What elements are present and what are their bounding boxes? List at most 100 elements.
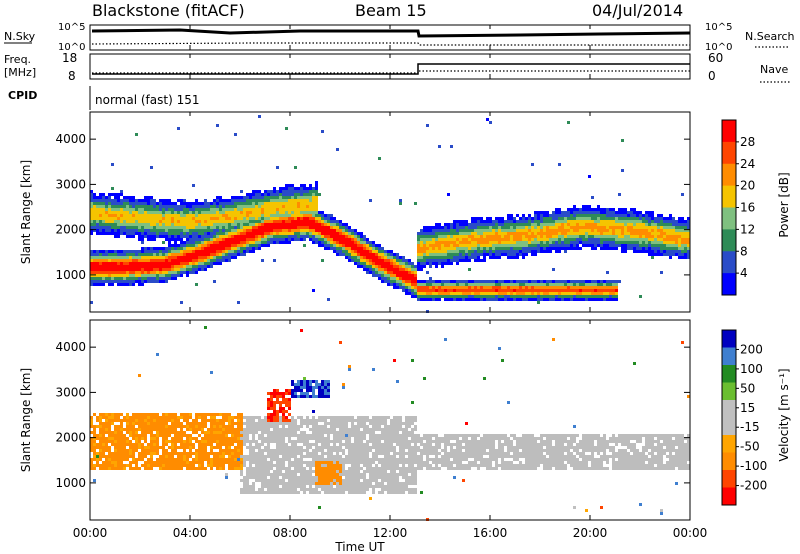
power-cell — [411, 280, 414, 283]
power-cell — [132, 274, 135, 277]
power-cell — [117, 226, 120, 229]
power-cell — [564, 283, 567, 286]
power-cell — [522, 226, 525, 229]
velocity-cell — [240, 440, 243, 443]
velocity-cell — [270, 407, 273, 410]
velocity-cell — [228, 437, 231, 440]
power-cell — [576, 286, 579, 289]
power-cell — [519, 292, 522, 295]
power-cell — [303, 202, 306, 205]
power-cell — [597, 289, 600, 292]
power-cell — [135, 271, 138, 274]
power-cell — [495, 229, 498, 232]
velocity-cell — [120, 425, 123, 428]
power-cell — [612, 235, 615, 238]
power-cell — [552, 229, 555, 232]
power-cell — [549, 241, 552, 244]
power-cell — [213, 202, 216, 205]
velocity-cell — [207, 434, 210, 437]
velocity-cell — [105, 455, 108, 458]
power-cell — [237, 244, 240, 247]
power-cell — [597, 283, 600, 286]
velocity-cell — [159, 464, 162, 467]
power-cell — [213, 208, 216, 211]
power-cell — [600, 295, 603, 298]
power-cell — [321, 217, 324, 220]
power-cell — [126, 202, 129, 205]
power-cell — [609, 289, 612, 292]
power-cell — [609, 235, 612, 238]
power-cell — [423, 283, 426, 286]
power-cell — [243, 220, 246, 223]
power-cell — [519, 247, 522, 250]
power-cell — [627, 220, 630, 223]
power-cell — [459, 241, 462, 244]
power-cell — [366, 265, 369, 268]
power-cell — [93, 217, 96, 220]
power-cell — [192, 232, 195, 235]
power-cell — [618, 235, 621, 238]
power-cell — [591, 289, 594, 292]
power-cell — [294, 211, 297, 214]
power-cell — [414, 280, 417, 283]
power-cell — [609, 295, 612, 298]
power-cell — [471, 250, 474, 253]
power-cell — [552, 247, 555, 250]
velocity-cell — [105, 440, 108, 443]
power-cell — [183, 271, 186, 274]
power-cell — [150, 238, 153, 241]
power-cell — [615, 211, 618, 214]
velocity-cell — [255, 416, 258, 419]
power-cell — [432, 280, 435, 283]
power-cell — [246, 250, 249, 253]
power-cell — [330, 220, 333, 223]
power-cell — [552, 241, 555, 244]
power-cell — [93, 202, 96, 205]
power-cell — [192, 241, 195, 244]
power-cell — [381, 268, 384, 271]
power-cell — [465, 244, 468, 247]
power-cell — [126, 283, 129, 286]
power-cell — [426, 253, 429, 256]
power-cell — [114, 196, 117, 199]
velocity-cell — [114, 437, 117, 440]
velocity-cell — [165, 440, 168, 443]
velocity-cell — [249, 422, 252, 425]
power-cell — [645, 223, 648, 226]
power-cell — [438, 262, 441, 265]
power-cell — [426, 271, 429, 274]
power-cell — [288, 220, 291, 223]
power-cell — [372, 241, 375, 244]
power-cell — [561, 223, 564, 226]
power-cell — [429, 259, 432, 262]
power-cell — [159, 268, 162, 271]
velocity-cell — [225, 413, 228, 416]
power-cell — [417, 262, 420, 265]
power-cell — [111, 187, 114, 190]
power-cell — [213, 244, 216, 247]
power-cell — [279, 190, 282, 193]
power-cell — [468, 244, 471, 247]
power-cell — [237, 214, 240, 217]
power-cell — [420, 298, 423, 301]
power-cell — [414, 295, 417, 298]
velocity-cell — [222, 455, 225, 458]
velocity-cell — [186, 437, 189, 440]
power-cell — [384, 250, 387, 253]
power-cell — [549, 292, 552, 295]
power-cell — [408, 274, 411, 277]
power-cell — [108, 205, 111, 208]
power-cell — [648, 220, 651, 223]
power-cell — [621, 211, 624, 214]
velocity-cell — [93, 428, 96, 431]
power-cell — [348, 256, 351, 259]
power-cell — [270, 226, 273, 229]
velocity-cell — [240, 473, 243, 476]
velocity-cell — [162, 446, 165, 449]
power-cell — [276, 229, 279, 232]
power-cell — [408, 289, 411, 292]
power-cell — [309, 190, 312, 193]
power-cell — [600, 229, 603, 232]
velocity-cell — [96, 464, 99, 467]
velocity-cell — [144, 437, 147, 440]
